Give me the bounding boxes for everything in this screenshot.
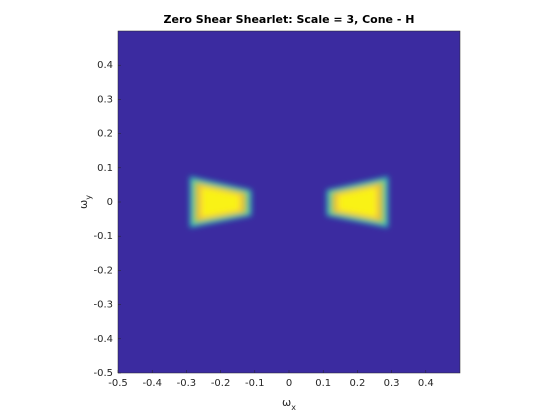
x-tick-label: 0.1 [315,378,331,389]
image-layer [189,176,389,228]
x-axis-label: ωx [282,396,296,412]
y-tick-label: -0.3 [93,300,113,311]
x-tick-label: -0.2 [211,378,231,389]
y-tick-label: -0.1 [93,231,113,242]
x-axis-label-main: ω [282,396,291,409]
y-tick-label: -0.5 [93,368,113,379]
x-tick-label: -0.4 [142,378,162,389]
intensity-region [338,187,377,218]
chart-title: Zero Shear Shearlet: Scale = 3, Cone - H [164,13,415,26]
x-axis-label-sub: x [291,403,296,412]
y-tick-label: 0 [107,197,113,208]
intensity-region [201,187,240,218]
y-tick-label: 0.3 [97,94,113,105]
y-axis-label: ωy [77,195,93,209]
x-tick-label: 0.4 [418,378,434,389]
x-tick-label: 0.3 [384,378,400,389]
x-tick-label: 0.2 [349,378,365,389]
y-axis-label-sub: y [84,195,93,200]
y-axis-label-main: ω [77,200,90,209]
x-tick-label: -0.1 [245,378,265,389]
x-tick-label: 0 [286,378,292,389]
x-tick-label: -0.5 [108,378,128,389]
x-tick-label: -0.3 [177,378,197,389]
y-tick-label: -0.4 [93,334,113,345]
plot-background [118,31,460,373]
y-tick-label: 0.2 [97,129,113,140]
y-tick-label: 0.4 [97,60,113,71]
y-tick-label: -0.2 [93,265,113,276]
y-tick-label: 0.1 [97,163,113,174]
